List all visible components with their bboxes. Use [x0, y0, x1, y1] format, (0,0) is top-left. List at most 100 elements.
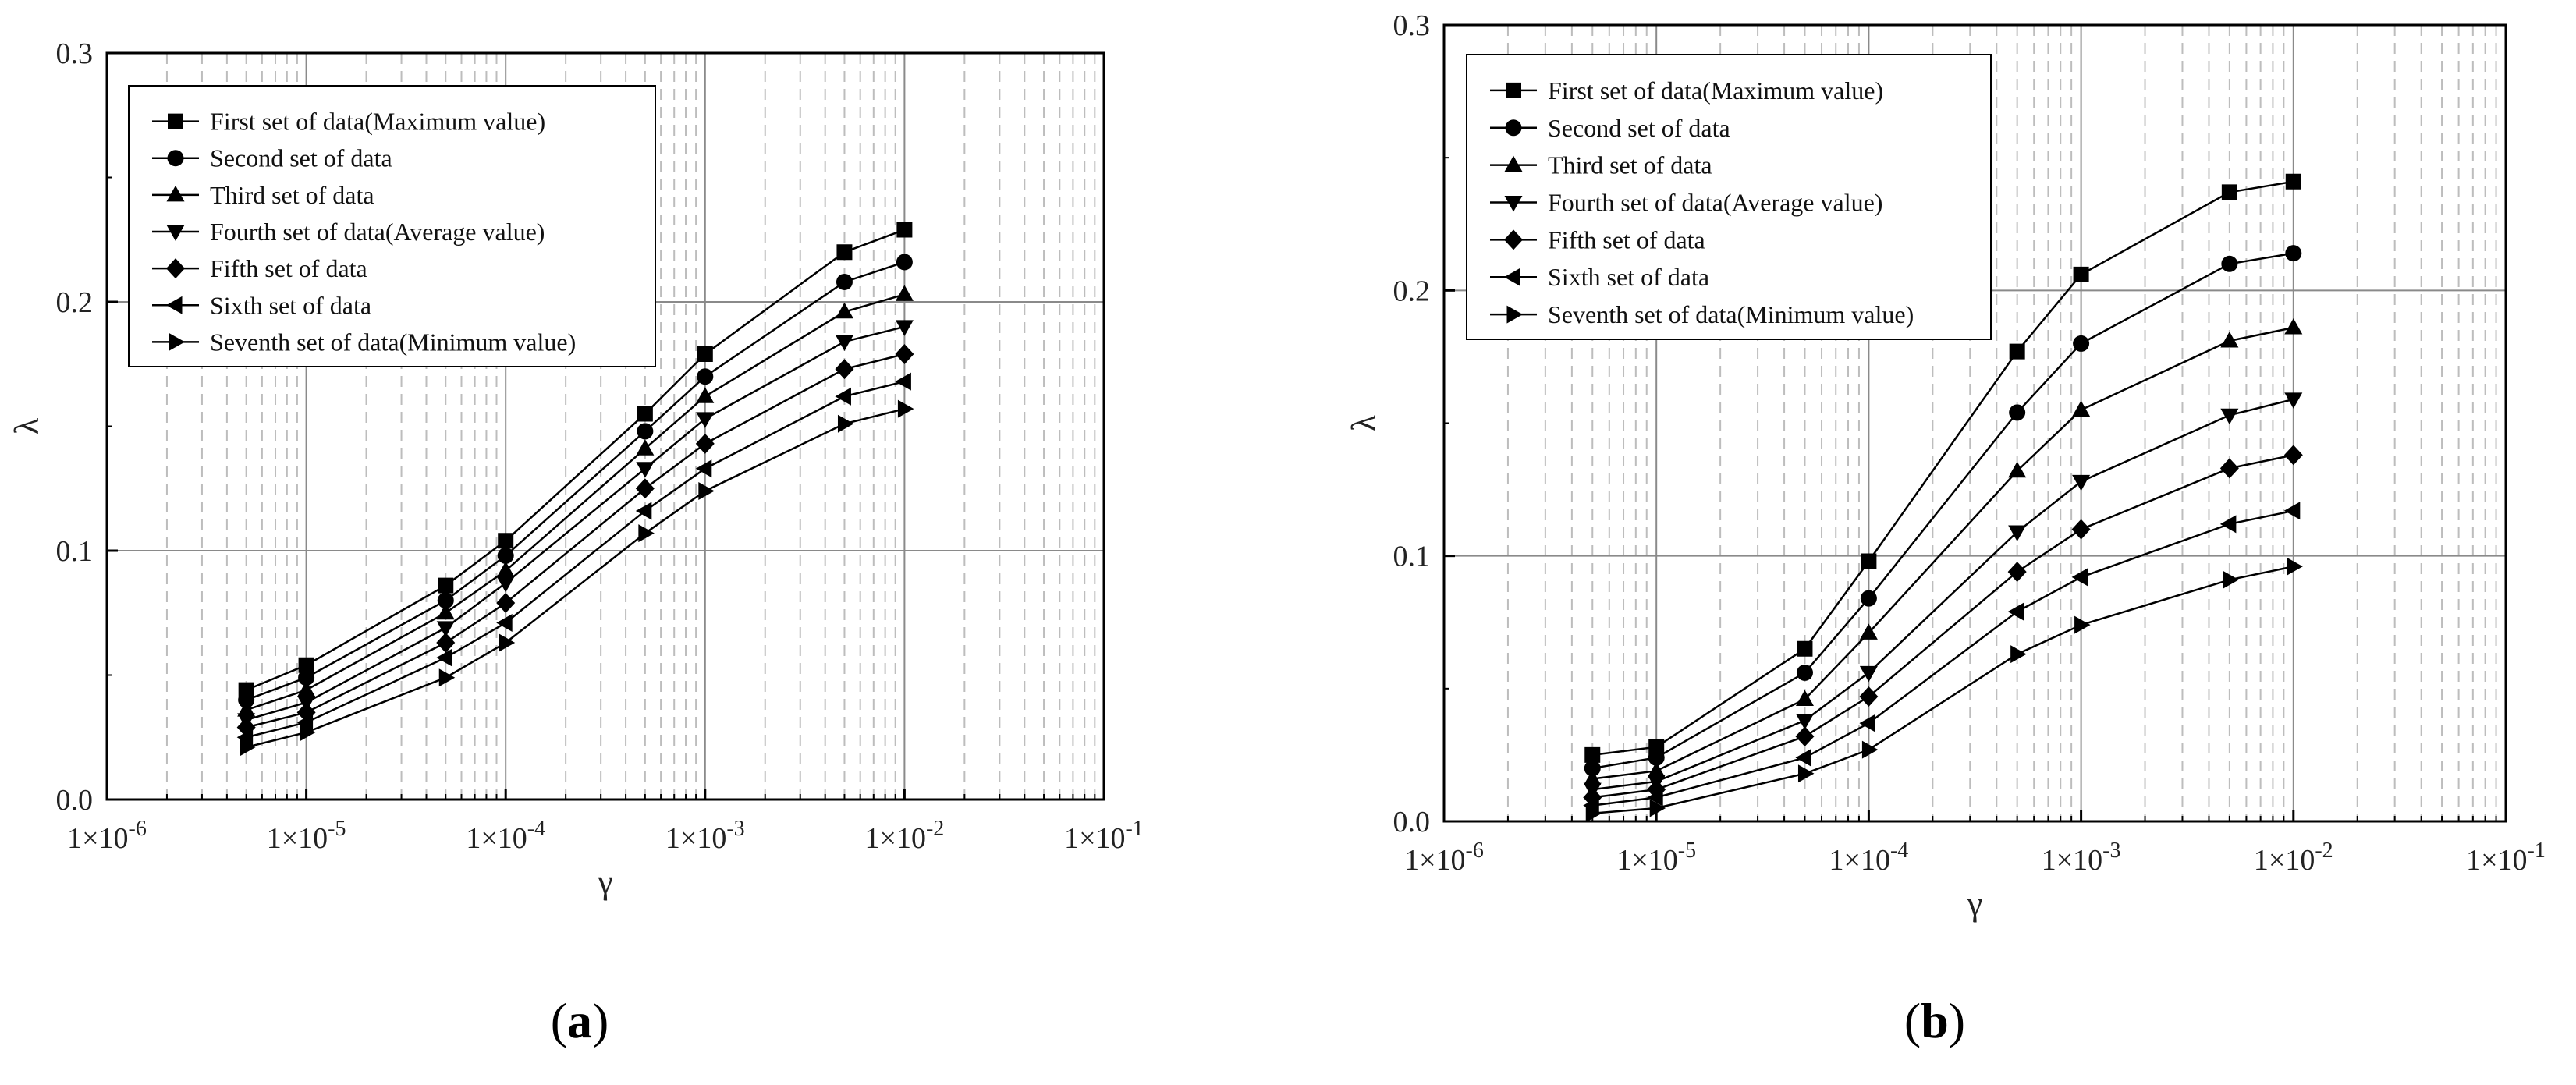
y-axis: 0.0 0.1 0.2 0.3: [56, 37, 118, 817]
data-point: [2008, 525, 2027, 542]
data-point: [2219, 515, 2237, 534]
x-axis-title: γ: [597, 863, 612, 901]
x-tick-label: 1×10-1: [1064, 817, 1144, 855]
data-point: [438, 577, 454, 594]
legend-marker: [1504, 155, 1523, 172]
y-tick-label: 0.3: [1393, 9, 1431, 42]
data-point: [836, 244, 853, 261]
data-point: [1861, 553, 1877, 569]
data-point: [636, 462, 655, 478]
x-axis: 1×10-6 1×10-5 1×10-4 1×10-3 1×10-2 1×10-1: [1404, 810, 2546, 877]
data-point: [1648, 749, 1665, 766]
data-point: [2220, 408, 2239, 425]
data-point: [637, 423, 654, 440]
data-point: [438, 668, 456, 687]
y-tick-label: 0.0: [1393, 806, 1431, 839]
chart-panel-a: 1×10-6 1×10-5 1×10-4 1×10-3 1×10-2 1×10-10.00…: [8, 37, 1144, 1048]
data-point: [2007, 602, 2024, 621]
series-2: [238, 254, 913, 708]
legend-box: [1466, 54, 1992, 340]
legend-label: First set of data(Maximum value): [210, 108, 545, 136]
data-point: [2287, 557, 2303, 576]
data-point: [2283, 445, 2303, 466]
x-tick-label: 1×10-4: [466, 817, 545, 855]
data-point: [835, 387, 851, 406]
legend-marker: [1504, 268, 1520, 286]
series-2: [1584, 245, 2302, 777]
legend-marker: [167, 150, 184, 167]
data-point: [437, 592, 454, 609]
series-line: [1592, 454, 2294, 799]
series-line: [1592, 180, 2294, 757]
x-tick-label: 1×10-3: [2042, 839, 2121, 877]
data-point: [895, 285, 914, 301]
data-point: [1584, 746, 1601, 763]
series-line: [1592, 252, 2294, 770]
legend-marker: [1504, 196, 1523, 212]
data-point: [697, 346, 713, 362]
legend-marker: [169, 332, 185, 351]
data-point: [695, 433, 715, 454]
data-point: [236, 728, 254, 746]
x-axis-title: γ: [1967, 885, 1982, 923]
legend: First set of data(Maximum value) Second s…: [128, 85, 656, 367]
y-tick-label: 0.3: [56, 37, 94, 70]
x-tick-label: 1×10-6: [1404, 839, 1484, 877]
data-point: [2285, 173, 2301, 190]
y-axis-title: λ: [8, 417, 46, 434]
x-tick-label: 1×10-2: [865, 817, 945, 855]
legend-marker: [166, 258, 185, 279]
y-axis-title: λ: [1345, 414, 1383, 431]
data-point: [2284, 317, 2303, 335]
data-point: [1859, 623, 1878, 640]
data-point: [498, 533, 514, 549]
data-point: [2071, 519, 2091, 540]
data-point: [1795, 714, 1814, 730]
data-point: [2007, 562, 2027, 583]
data-point: [298, 657, 314, 673]
legend-label: Fourth set of data(Average value): [1548, 189, 1882, 217]
series-3: [237, 285, 914, 717]
legend-marker: [168, 113, 183, 129]
data-point: [2220, 331, 2239, 348]
data-point: [896, 222, 913, 238]
data-point: [296, 713, 314, 732]
legend-label: First set of data(Maximum value): [1548, 76, 1883, 105]
series-line: [1592, 509, 2294, 807]
data-point: [1861, 740, 1879, 759]
data-point: [1859, 686, 1879, 707]
data-point: [696, 412, 715, 428]
legend-marker: [166, 225, 185, 241]
data-point: [240, 738, 256, 757]
data-point: [2283, 502, 2301, 520]
data-point: [297, 680, 316, 697]
series-7: [1585, 557, 2303, 823]
legend-label: Second set of data: [1548, 114, 1730, 142]
panel-label: (a): [551, 993, 609, 1048]
data-point: [835, 335, 853, 352]
series-4: [237, 320, 914, 729]
data-point: [237, 700, 256, 717]
data-point: [436, 603, 455, 620]
data-point: [1647, 779, 1666, 800]
x-tick-label: 1×10-3: [665, 817, 745, 855]
legend-label: Second set of data: [210, 144, 392, 172]
legend-marker: [166, 185, 185, 202]
data-point: [1647, 761, 1666, 778]
data-point: [1585, 804, 1602, 823]
data-point: [836, 273, 853, 290]
series-line: [246, 407, 905, 749]
series-5: [1583, 445, 2303, 808]
series-line: [1592, 326, 2294, 780]
data-point: [1795, 748, 1811, 767]
data-point: [895, 320, 914, 336]
data-point: [1859, 714, 1875, 732]
series-group: [236, 222, 914, 757]
series-3: [1583, 317, 2303, 786]
data-point: [2009, 343, 2025, 360]
series-6: [236, 372, 911, 746]
legend-label: Fifth set of data: [1548, 225, 1705, 254]
legend-label: Third set of data: [1548, 151, 1712, 179]
data-point: [2009, 404, 2026, 421]
